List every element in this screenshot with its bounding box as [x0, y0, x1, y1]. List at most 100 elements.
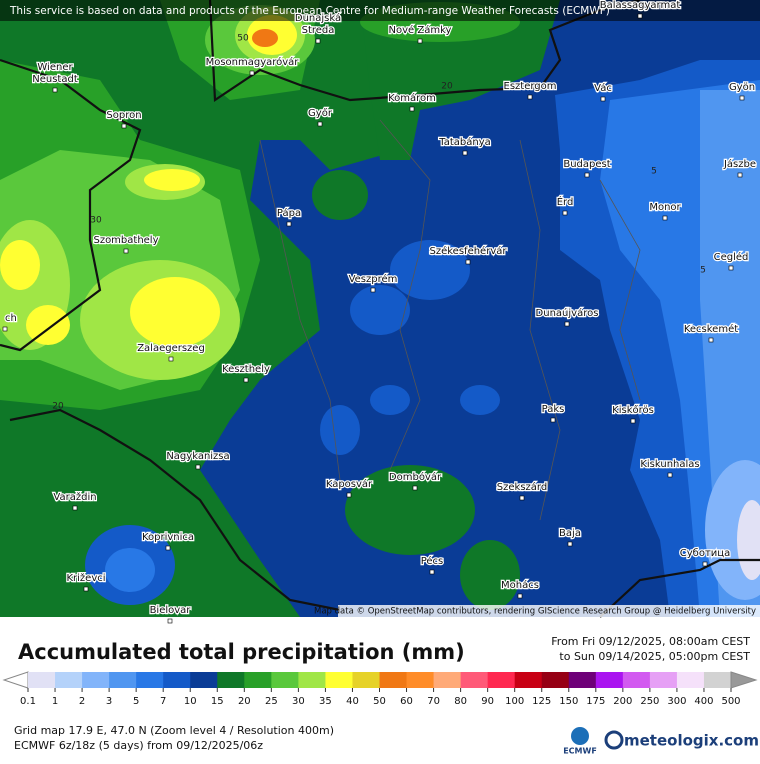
period-from: From Fri 09/12/2025, 08:00am CEST: [551, 635, 750, 648]
city-label: Kecskemét: [684, 323, 738, 335]
legend-swatch: [271, 672, 299, 688]
city-label: Mosonmagyaróvár: [206, 56, 300, 68]
legend-label: 15: [211, 696, 224, 707]
legend-swatch: [55, 672, 83, 688]
legend-label: 500: [721, 696, 740, 707]
legend-swatch: [82, 672, 110, 688]
city-label: ch: [5, 313, 17, 324]
legend-swatch: [595, 672, 624, 688]
city-dot: [52, 87, 58, 93]
city-label: Koprivnica: [142, 532, 194, 543]
legend-label: 60: [400, 696, 413, 707]
attribution-bg: [338, 605, 760, 617]
city-label: Vác: [594, 82, 612, 94]
city-dot: [517, 593, 523, 599]
legend-label: 1: [52, 696, 58, 707]
legend-label: 30: [292, 696, 305, 707]
legend-label: 20: [238, 696, 251, 707]
city-label: Győr: [308, 107, 333, 119]
city-dot: [728, 265, 734, 271]
meteologix-logo: meteologix.com: [624, 732, 759, 750]
footer-line: Grid map 17.9 E, 47.0 N (Zoom level 4 / …: [14, 724, 334, 737]
city-dot: [662, 215, 668, 221]
legend-swatch: [379, 672, 408, 688]
city-dot: [72, 505, 78, 511]
legend-swatch: [676, 672, 705, 688]
legend-label: 5: [133, 696, 139, 707]
city-dot: [630, 418, 636, 424]
city-label: Cegléd: [714, 251, 749, 263]
contour-label: 20: [441, 82, 453, 92]
city-dot: [370, 287, 376, 293]
legend-label: 300: [667, 696, 686, 707]
city-label: Суботица: [680, 548, 730, 559]
contour-label: 5: [700, 266, 706, 276]
legend-label: 10: [184, 696, 197, 707]
legend-swatch: [703, 672, 732, 688]
legend-swatch: [541, 672, 570, 688]
city-dot: [2, 326, 8, 332]
legend-swatch: [649, 672, 678, 688]
legend-swatch: [136, 672, 164, 688]
legend-swatch: [622, 672, 651, 688]
legend-label: 80: [454, 696, 467, 707]
city-label: Kiskunhalas: [640, 459, 699, 470]
city-dot: [708, 337, 714, 343]
city-label: Jászbe: [723, 158, 756, 170]
city-dot: [412, 485, 418, 491]
legend-swatch: [568, 672, 597, 688]
city-dot: [429, 569, 435, 575]
period-to: to Sun 09/14/2025, 05:00pm CEST: [559, 650, 750, 663]
contour-label: 20: [52, 402, 64, 412]
legend-swatch: [244, 672, 272, 688]
legend-label: 3: [106, 696, 112, 707]
city-label: Nagykanizsa: [166, 451, 229, 462]
city-dot: [667, 472, 673, 478]
legend-label: 7: [160, 696, 166, 707]
legend-swatch: [163, 672, 191, 688]
city-dot: [417, 38, 423, 44]
city-label: Bielovar: [150, 605, 192, 616]
legend-arrow-right: [730, 671, 758, 689]
city-label: Budapest: [563, 159, 610, 170]
legend-swatch: [487, 672, 516, 688]
city-dot: [165, 545, 171, 551]
city-label: Komárom: [388, 92, 436, 104]
city-label: Székesfehérvár: [430, 245, 508, 257]
legend-label: 125: [532, 696, 551, 707]
contour-label: 30: [90, 216, 102, 226]
city-dot: [702, 561, 708, 567]
ecmwf-logo: ECMWF: [563, 747, 597, 756]
ecmwf-icon: [571, 727, 589, 745]
city-dot: [527, 94, 533, 100]
legend-swatch: [28, 672, 56, 688]
city-label: Dunaújváros: [536, 307, 599, 319]
city-label: Tatabánya: [438, 136, 491, 148]
map: [0, 0, 760, 618]
legend-swatch: [406, 672, 435, 688]
city-label: Esztergom: [504, 81, 557, 92]
city-label: Pápa: [277, 207, 301, 219]
city-label: Veszprém: [349, 273, 398, 285]
city-label: Kaposvár: [326, 478, 373, 490]
city-dot: [739, 95, 745, 101]
legend-label: 200: [613, 696, 632, 707]
city-label: Szombathely: [93, 235, 158, 246]
city-dot: [346, 492, 352, 498]
city-dot: [409, 106, 415, 112]
legend-label: 2: [79, 696, 85, 707]
city-dot: [737, 172, 743, 178]
city-dot: [167, 618, 173, 624]
city-dot: [286, 221, 292, 227]
city-dot: [584, 172, 590, 178]
city-label: Gyön: [729, 82, 755, 93]
city-dot: [315, 38, 321, 44]
attribution: Map data © OpenStreetMap contributors, r…: [314, 607, 756, 617]
city-label: Sopron: [106, 110, 141, 121]
city-label: Wiener: [37, 62, 73, 73]
banner-bg: [0, 0, 760, 21]
city-dot: [465, 259, 471, 265]
city-label: Monor: [649, 202, 681, 213]
